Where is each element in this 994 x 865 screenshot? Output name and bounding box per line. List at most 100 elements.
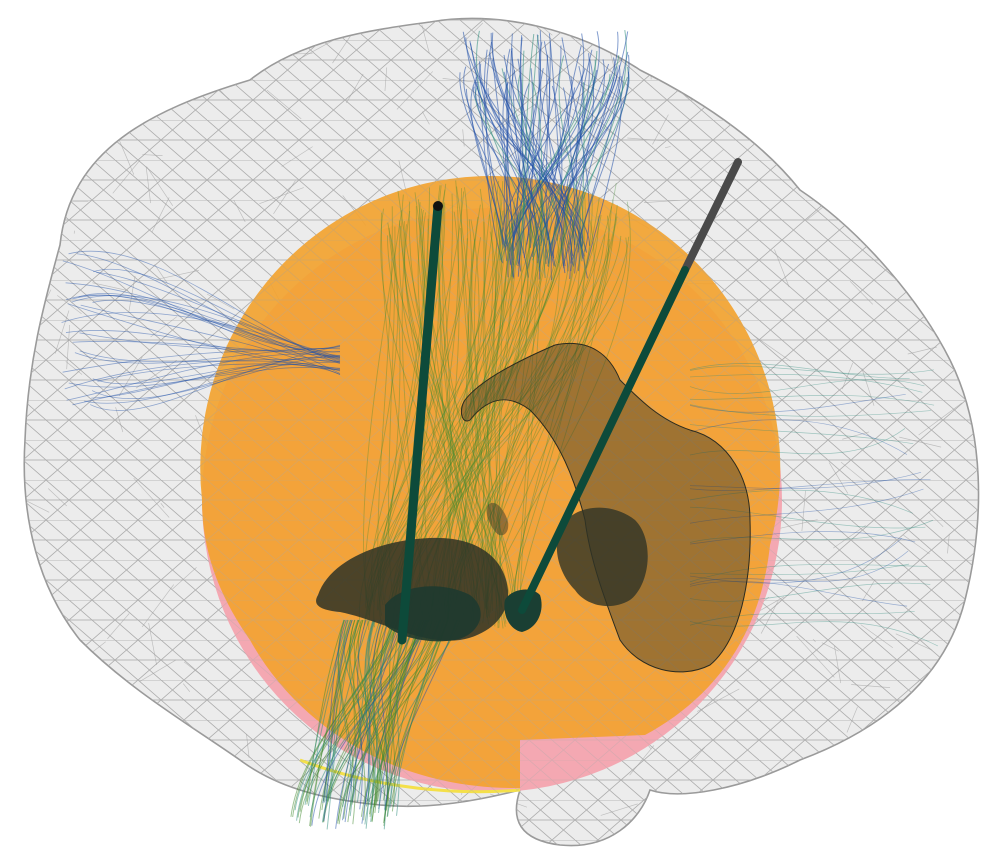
fiber-streamline: [575, 30, 627, 247]
fiber-streamline: [519, 188, 542, 613]
fiber-streamline: [78, 292, 341, 353]
fiber-streamline: [492, 32, 576, 246]
fiber-streamline: [368, 619, 392, 808]
fiber-streamline: [323, 619, 352, 802]
fiber-streamline: [299, 619, 400, 812]
fiber-streamline: [513, 232, 581, 604]
fiber-streamline: [459, 72, 529, 278]
fiber-streamline: [360, 619, 440, 817]
electrode-left-tip: [433, 201, 443, 211]
fiber-streamline: [689, 373, 923, 393]
fiber-streamline: [76, 253, 341, 363]
fiber-streamline: [689, 489, 913, 514]
fiber-streamline: [689, 531, 916, 545]
fiber-streamline: [689, 621, 938, 647]
small-nucleus: [486, 502, 509, 536]
fiber-streamline: [545, 76, 628, 261]
fiber-streamline: [505, 48, 532, 249]
deep-brain-structures: [316, 343, 751, 673]
fiber-streamline: [62, 350, 341, 373]
fiber-streamline: [62, 260, 341, 363]
fiber-streamline: [551, 65, 584, 257]
fiber-streamline: [523, 41, 551, 258]
fiber-streamline: [473, 237, 517, 622]
fiber-streamline: [72, 294, 341, 353]
fiber-streamline: [462, 31, 590, 246]
fiber-streamline: [689, 419, 908, 455]
fiber-streamline: [574, 54, 630, 274]
fiber-streamline: [71, 295, 341, 363]
electrode-right: [518, 266, 689, 614]
fiber-streamline: [419, 202, 516, 603]
fiber-streamline: [80, 304, 341, 375]
fiber-streamline: [65, 330, 341, 369]
fiber-streamline: [318, 619, 389, 819]
putamen-structure: [556, 507, 648, 607]
fiber-streamline: [558, 55, 582, 253]
fiber-streamline: [321, 619, 441, 823]
fiber-streamline: [91, 355, 341, 400]
fiber-streamline: [689, 379, 925, 394]
fiber-streamline: [79, 350, 341, 372]
fiber-streamline: [519, 37, 539, 264]
fiber-streamline: [92, 299, 341, 359]
fiber-streamline: [364, 619, 383, 806]
fiber-streamline: [304, 619, 349, 805]
fiber-streamline: [90, 356, 341, 411]
fiber-streamline: [72, 361, 341, 406]
fiber-streamline: [92, 363, 341, 385]
fiber-streamline: [65, 282, 341, 374]
fiber-streamline: [61, 312, 341, 358]
fiber-streamline: [515, 34, 539, 266]
fiber-streamline: [383, 619, 449, 823]
fiber-streamline: [68, 250, 341, 365]
fiber-streamline: [520, 83, 540, 258]
fiber-streamline: [79, 332, 341, 351]
fiber-streamline: [689, 428, 906, 456]
fiber-streamline: [689, 506, 926, 529]
fiber-streamline: [309, 619, 429, 818]
fiber-streamline: [510, 50, 569, 272]
fiber-streamline: [465, 37, 551, 256]
fiber-streamline: [65, 294, 341, 350]
fiber-streamline: [511, 48, 532, 243]
fiber-streamline: [298, 619, 425, 824]
fiber-streamline: [343, 619, 393, 819]
fiber-streamline: [519, 34, 535, 256]
fiber-streamline: [91, 356, 341, 399]
fiber-streamline: [585, 89, 622, 268]
electrode-right-upper: [681, 158, 742, 274]
fiber-streamline: [689, 610, 915, 626]
fiber-streamline: [689, 582, 931, 602]
fiber-streamline: [514, 206, 612, 611]
fiber-streamline: [389, 619, 399, 812]
fiber-streamline: [97, 363, 341, 382]
fiber-streamline: [469, 40, 543, 247]
caudate-structure: [460, 343, 751, 673]
fiber-streamline: [475, 82, 588, 253]
fiber-streamline: [96, 271, 341, 361]
fiber-streamline: [516, 58, 523, 264]
fiber-streamline: [368, 619, 441, 815]
fiber-streamline: [562, 53, 590, 267]
fiber-streamline: [689, 550, 909, 585]
fiber-streamline: [689, 563, 910, 575]
fiber-streamline: [67, 303, 341, 371]
fiber-streamline: [689, 365, 934, 375]
fiber-streamline: [689, 363, 910, 379]
fiber-streamline: [307, 619, 351, 806]
fiber-streamline: [68, 367, 341, 388]
fiber-streamline: [531, 81, 546, 278]
fiber-streamline: [689, 537, 902, 584]
fiber-streamline: [463, 66, 549, 267]
fiber-streamline: [689, 479, 931, 491]
fiber-streamline: [483, 49, 514, 277]
fiber-streamline: [570, 59, 595, 264]
fiber-streamline: [66, 353, 341, 401]
fiber-streamline: [492, 59, 511, 265]
fiber-streamline: [553, 59, 605, 259]
fiber-streamline: [485, 41, 506, 248]
fiber-streamline: [689, 564, 928, 583]
